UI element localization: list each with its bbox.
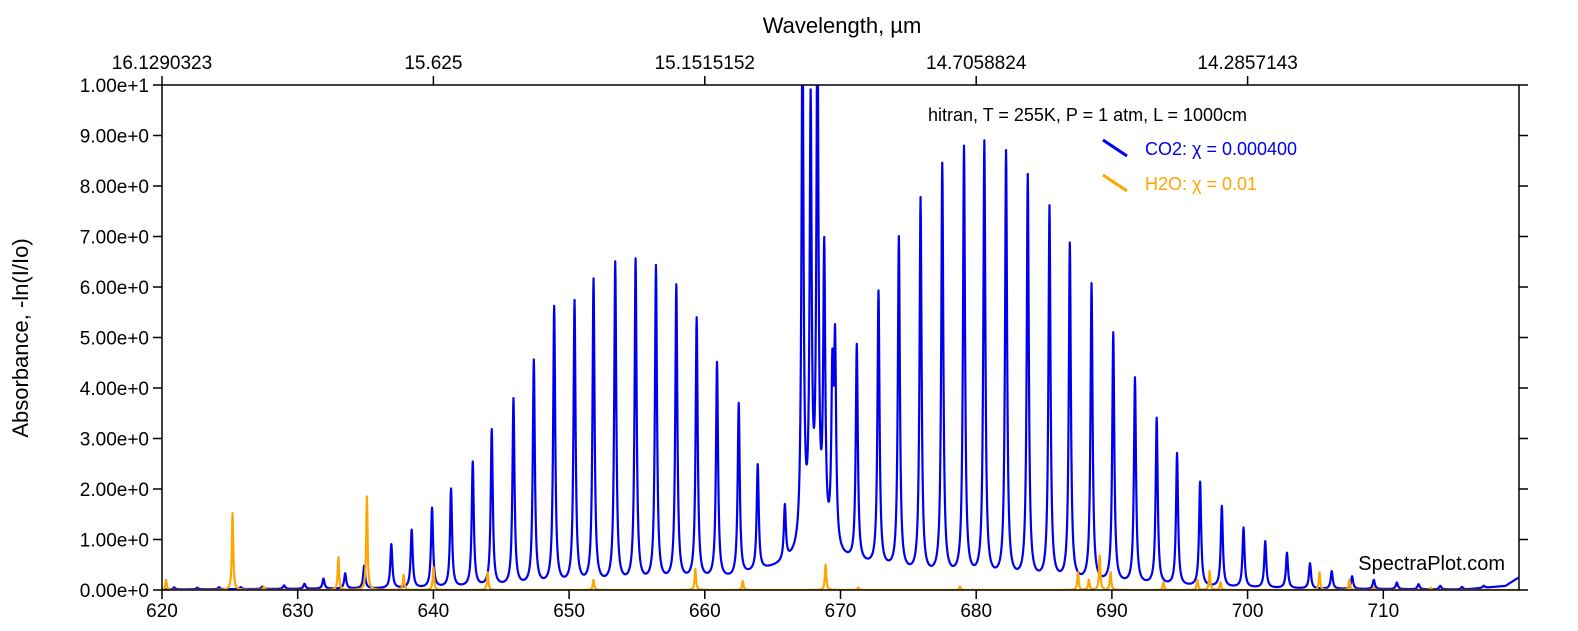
legend-label-co2: CO2: χ = 0.000400 [1145,139,1297,159]
axes-layer: 620 630 640 650 660 670 680 690 700 710 0.00e+0 1.0… [80,53,1528,622]
legend-label-h2o: H2O: χ = 0.01 [1145,174,1257,194]
x-tick-label: 640 [418,601,450,622]
legend-swatch-h2o [1102,173,1128,193]
y-tick-label: 1.00e+1 [80,76,149,97]
x-tick-label: 700 [1232,601,1264,622]
top-tick-label: 14.2857143 [1197,53,1297,74]
x-tick-label: 620 [146,601,178,622]
y-tick-label: 5.00e+0 [80,329,149,350]
watermark: SpectraPlot.com [1358,553,1505,575]
y-tick-label: 6.00e+0 [80,278,149,299]
x-tick-label: 670 [825,601,857,622]
top-tick-label: 15.1515152 [655,53,755,74]
x-tick-label: 680 [960,601,992,622]
y-tick-label: 8.00e+0 [80,177,149,198]
y-tick-label: 3.00e+0 [80,430,149,451]
y-tick-label: 1.00e+0 [80,531,149,552]
x-tick-label: 660 [689,601,721,622]
legend-title: hitran, T = 255K, P = 1 atm, L = 1000cm [928,105,1247,125]
y-tick-label: 0.00e+0 [80,581,149,602]
co2-series-line [162,85,1519,590]
x-tick-label: 650 [553,601,585,622]
x-tick-label: 710 [1367,601,1399,622]
y-tick-label: 2.00e+0 [80,480,149,501]
y-tick-label: 4.00e+0 [80,379,149,400]
x-tick-label: 690 [1096,601,1128,622]
x-tick-label: 630 [282,601,314,622]
top-axis-title: Wavelength, µm [763,13,922,38]
top-tick-label: 14.7058824 [926,53,1027,74]
y-tick-label: 9.00e+0 [80,127,149,148]
top-tick-label: 16.1290323 [112,53,212,74]
top-tick-label: 15.625 [404,53,462,74]
y-tick-label: 7.00e+0 [80,228,149,249]
legend-swatch-co2 [1102,138,1128,158]
y-axis-title: Absorbance, -ln(I/Io) [8,238,33,437]
